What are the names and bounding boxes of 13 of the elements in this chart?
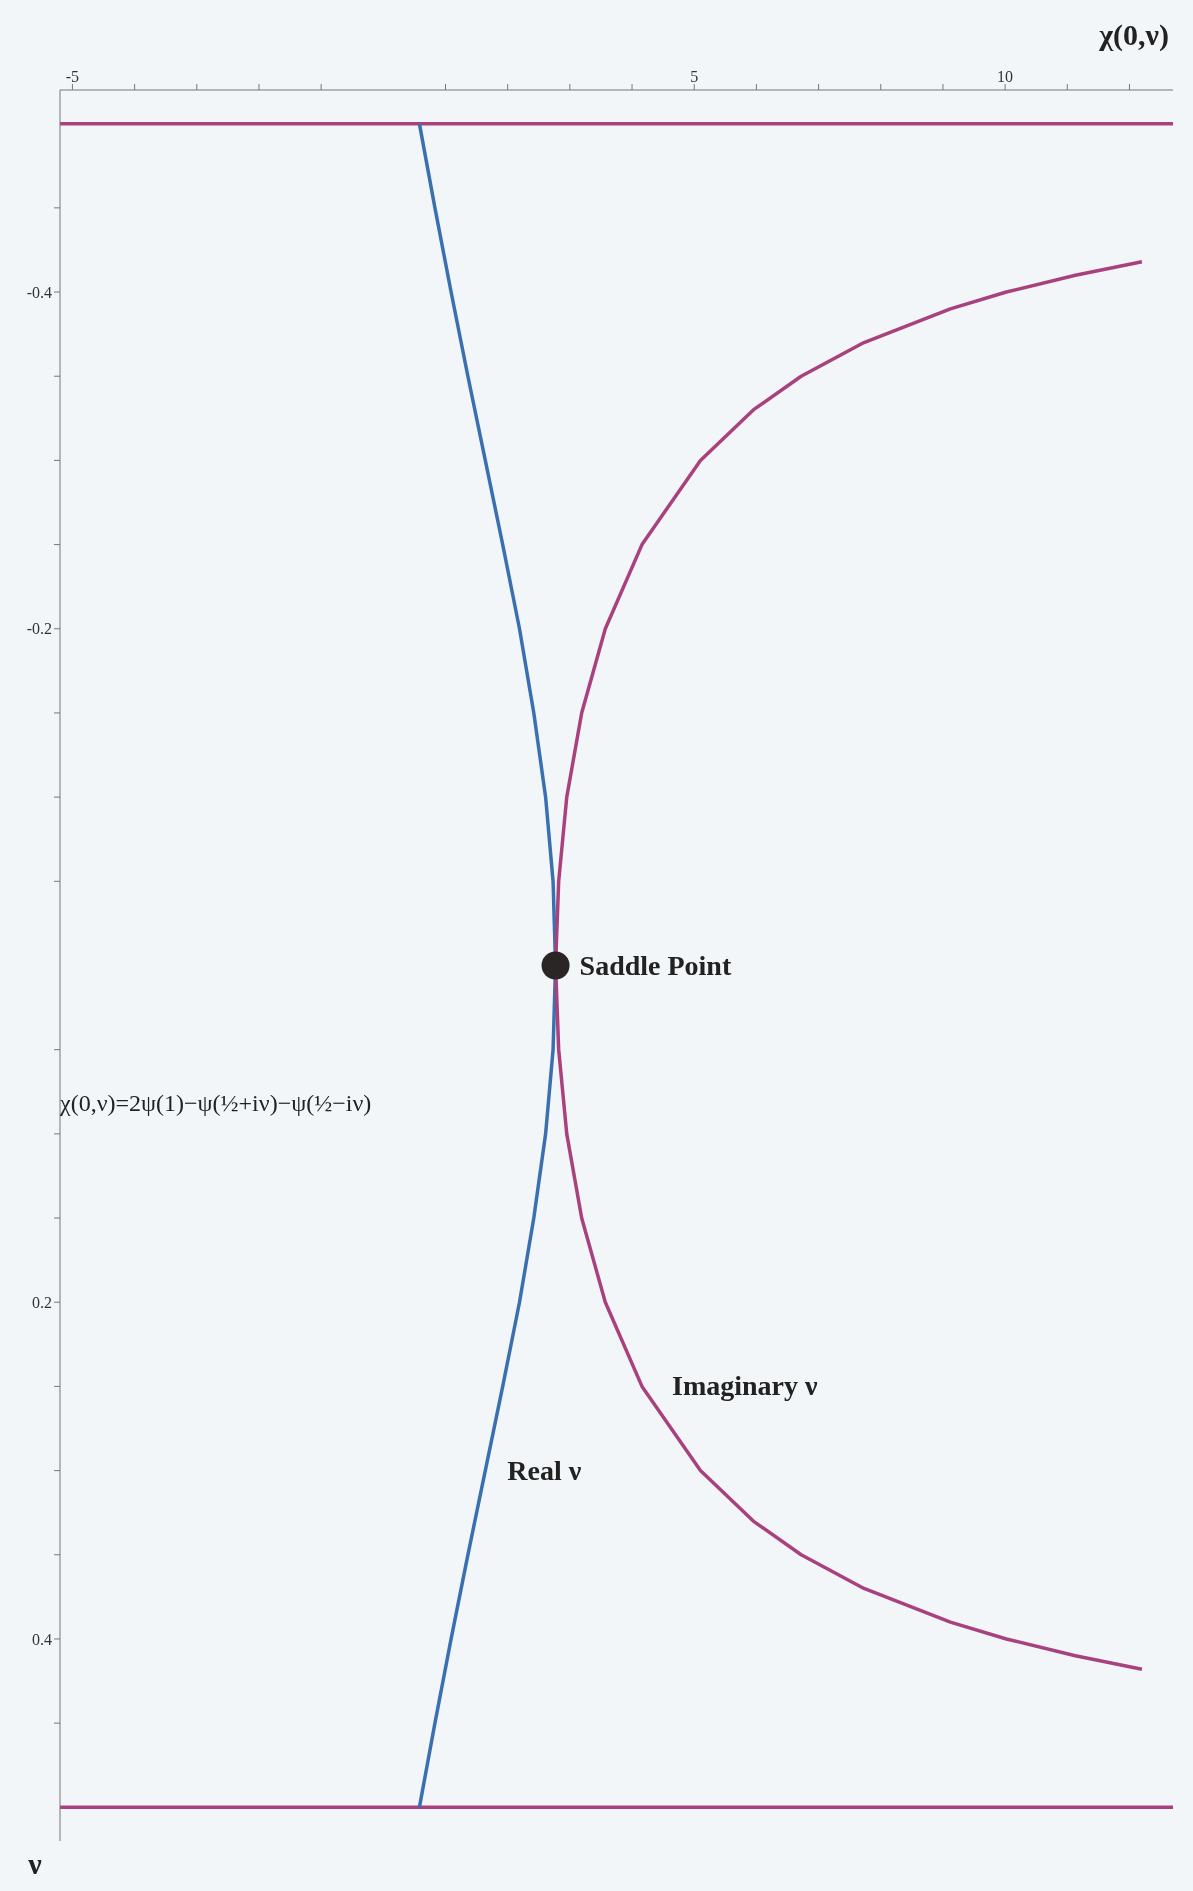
x-tick-label: -5 (65, 68, 80, 85)
y-tick-label: -0.2 (26, 620, 52, 638)
x-axis-title: χ(0,ν) (1098, 18, 1169, 53)
annotation: χ(0,ν)=2ψ(1)−ψ(½+iν)−ψ(½−iν) (60, 1090, 372, 1117)
annotation: Saddle Point (579, 950, 732, 982)
x-tick-label: 10 (997, 68, 1014, 85)
series-label: Real ν (507, 1454, 582, 1486)
x-tick-label: 5 (690, 68, 699, 85)
y-tick-label: 0.2 (32, 1293, 52, 1311)
series-label: Imaginary ν (671, 1370, 818, 1402)
y-axis-title: ν (27, 1847, 43, 1881)
y-tick-label: 0.4 (32, 1630, 52, 1648)
y-tick-label: -0.4 (26, 283, 52, 301)
